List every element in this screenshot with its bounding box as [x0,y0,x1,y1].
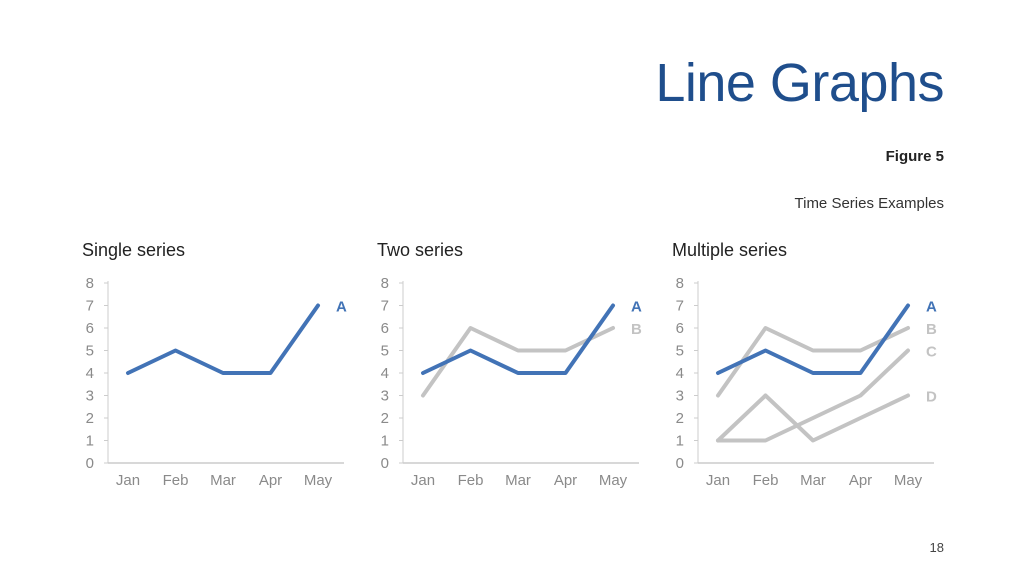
series-line-d [716,393,910,443]
series-label-a: A [631,299,642,316]
y-tick-label: 2 [676,410,684,427]
series-label-c: C [926,344,937,361]
x-tick-label: May [304,472,333,489]
series-line-a [421,303,615,375]
y-tick-label: 5 [676,343,684,360]
y-tick-label: 7 [381,298,389,315]
y-tick-label: 0 [381,455,389,472]
series-label-a: A [926,299,937,316]
x-tick-label: Mar [505,472,531,489]
y-tick-label: 6 [86,320,94,337]
x-tick-label: Feb [458,472,484,489]
y-tick-label: 0 [86,455,94,472]
y-tick-label: 3 [381,388,389,405]
series-label-b: B [926,321,937,338]
series-line-a [716,303,910,375]
y-tick-label: 4 [381,365,389,382]
series-line-a [126,303,320,375]
x-tick-label: Mar [800,472,826,489]
chart-multiple-series: Multiple series 0 1 2 3 4 5 6 7 8 Jan Feb Mar Apr May B… [672,240,937,489]
x-tick-label: May [599,472,628,489]
y-tick-label: 6 [381,320,389,337]
series-line-c [716,348,910,443]
x-tick-label: Apr [849,472,872,489]
x-tick-label: Mar [210,472,236,489]
chart-two-series: Two series 0 1 2 3 4 5 6 7 8 Jan Feb Mar Apr May BA [377,240,642,489]
y-tick-label: 1 [381,433,389,450]
y-tick-label: 6 [676,320,684,337]
y-tick-label: 0 [676,455,684,472]
y-tick-label: 5 [381,343,389,360]
y-tick-label: 1 [86,433,94,450]
y-tick-label: 5 [86,343,94,360]
x-tick-label: Jan [706,472,730,489]
series-label-a: A [336,299,347,316]
x-tick-label: Apr [259,472,282,489]
y-tick-label: 4 [86,365,94,382]
series-label-b: B [631,321,642,338]
series-label-d: D [926,389,937,406]
chart-title: Multiple series [672,240,787,260]
y-tick-label: 2 [381,410,389,427]
series-line-b [421,326,615,398]
y-tick-label: 2 [86,410,94,427]
chart-title: Single series [82,240,185,260]
page-number: 18 [929,540,944,555]
y-tick-label: 3 [86,388,94,405]
y-tick-label: 8 [676,275,684,292]
x-tick-label: Feb [163,472,189,489]
slide-title: Line Graphs [655,53,944,113]
y-tick-label: 4 [676,365,684,382]
y-tick-label: 7 [86,298,94,315]
y-tick-label: 8 [381,275,389,292]
chart-single-series: Single series 0 1 2 3 4 5 6 7 8 Jan Feb Mar Apr May A [82,240,347,489]
x-tick-label: Apr [554,472,577,489]
figure-label: Figure 5 [885,148,944,165]
y-tick-label: 3 [676,388,684,405]
x-tick-label: Jan [116,472,140,489]
y-tick-label: 8 [86,275,94,292]
y-tick-label: 7 [676,298,684,315]
chart-title: Two series [377,240,463,260]
figure-caption: Time Series Examples [794,195,945,212]
x-tick-label: May [894,472,923,489]
x-tick-label: Feb [753,472,779,489]
x-tick-label: Jan [411,472,435,489]
series-line-b [716,326,910,398]
y-tick-label: 1 [676,433,684,450]
